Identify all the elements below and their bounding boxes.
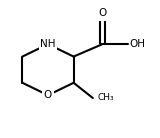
- Text: OH: OH: [130, 39, 146, 49]
- Text: O: O: [98, 8, 107, 18]
- Text: O: O: [44, 90, 52, 100]
- Text: CH₃: CH₃: [98, 93, 114, 103]
- Text: NH: NH: [40, 39, 56, 49]
